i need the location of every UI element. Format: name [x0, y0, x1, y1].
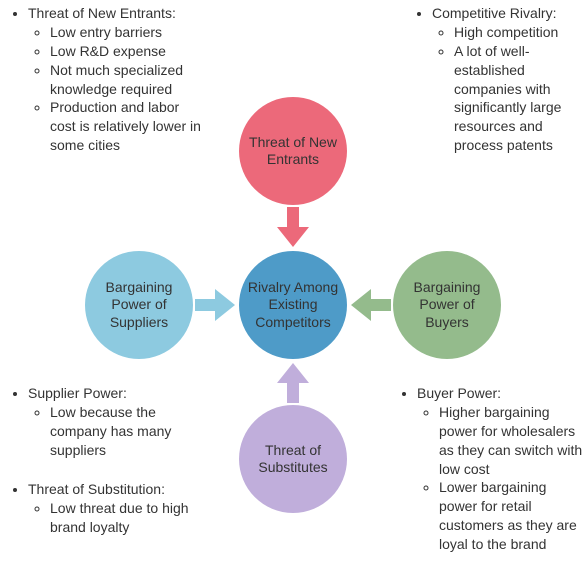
item: A lot of well-established companies with…	[454, 42, 585, 155]
item: Low entry barriers	[50, 23, 206, 42]
item: Low R&D expense	[50, 42, 206, 61]
item: Low because the company has many supplie…	[50, 403, 206, 460]
title: Threat of New Entrants:	[28, 5, 176, 21]
node-threat-new-entrants: Threat of New Entrants	[239, 97, 347, 205]
node-buyer-power: Bargaining Power of Buyers	[393, 251, 501, 359]
text-bottom-right: Buyer Power: Higher bargaining power for…	[395, 384, 585, 554]
arrow-right-icon	[195, 289, 235, 321]
arrow-down-icon	[277, 207, 309, 247]
title: Competitive Rivalry:	[432, 5, 556, 21]
node-supplier-power: Bargaining Power of Suppliers	[85, 251, 193, 359]
items: High competition A lot of well-establish…	[432, 23, 585, 155]
title: Supplier Power:	[28, 385, 127, 401]
title: Threat of Substitution:	[28, 481, 165, 497]
item: Higher bargaining power for wholesalers …	[439, 403, 585, 479]
items: Low entry barriers Low R&D expense Not m…	[28, 23, 206, 155]
arrow-up-icon	[277, 363, 309, 403]
text-top-right: Competitive Rivalry: High competition A …	[410, 4, 585, 155]
text-bottom-left: Threat of Substitution: Low threat due t…	[6, 480, 206, 537]
item: Not much specialized knowledge required	[50, 61, 206, 99]
items: Low because the company has many supplie…	[28, 403, 206, 460]
item: High competition	[454, 23, 585, 42]
text-mid-left: Supplier Power: Low because the company …	[6, 384, 206, 460]
item: Production and labor cost is relatively …	[50, 98, 206, 155]
title: Buyer Power:	[417, 385, 501, 401]
node-rivalry-center: Rivalry Among Existing Competitors	[239, 251, 347, 359]
items: Low threat due to high brand loyalty	[28, 499, 206, 537]
node-threat-substitutes: Threat of Substitutes	[239, 405, 347, 513]
items: Higher bargaining power for wholesalers …	[417, 403, 585, 554]
item: Low threat due to high brand loyalty	[50, 499, 206, 537]
arrow-left-icon	[351, 289, 391, 321]
item: Lower bargaining power for retail custom…	[439, 478, 585, 554]
text-top-left: Threat of New Entrants: Low entry barrie…	[6, 4, 206, 155]
